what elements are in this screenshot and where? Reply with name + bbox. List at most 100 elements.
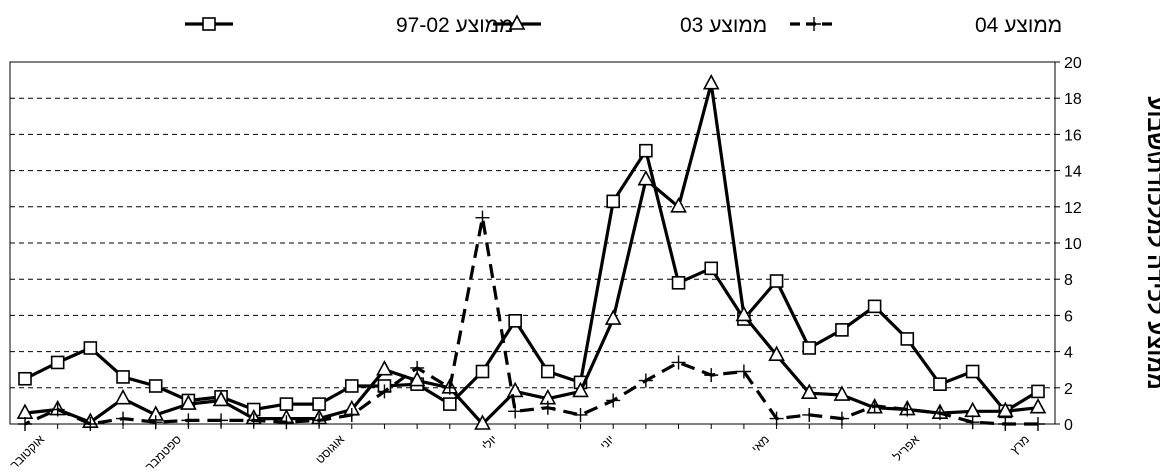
data-point-plus <box>475 210 490 225</box>
y-tick-label: 8 <box>1064 272 1073 289</box>
legend-label: ממוצע 03 <box>680 14 767 37</box>
data-point-square <box>769 274 784 288</box>
data-point-square <box>148 379 163 393</box>
series-plus <box>18 210 1045 431</box>
data-point-plus <box>807 17 821 31</box>
data-point-square <box>933 377 947 391</box>
data-point-plus <box>900 402 915 417</box>
legend-item: ממוצע 03 <box>493 14 767 37</box>
data-point-triangle <box>212 390 230 407</box>
y-tick-label: 12 <box>1064 200 1082 217</box>
series-group <box>16 74 1047 431</box>
data-point-square <box>344 379 359 393</box>
data-point-triangle <box>114 388 132 405</box>
y-axis-label: ממוצע לכידה למלכודת\שבוע <box>1143 96 1160 389</box>
data-point-triangle <box>768 345 785 362</box>
data-point-triangle <box>833 385 851 401</box>
gridlines <box>10 97 1055 389</box>
data-point-triangle <box>408 370 426 387</box>
data-point-triangle <box>572 381 589 398</box>
data-point-triangle <box>800 383 818 400</box>
data-point-square <box>83 341 98 355</box>
data-point-plus <box>834 411 849 426</box>
data-point-plus <box>573 407 588 422</box>
data-point-square <box>508 314 522 328</box>
data-point-plus <box>116 411 131 426</box>
data-point-plus <box>214 413 229 428</box>
y-axis: 0 2 4 6 8 10 12 14 16 18 20 <box>1055 55 1082 434</box>
series-line <box>24 149 1039 413</box>
x-month-label: אוגוסט <box>313 432 348 467</box>
data-point-plus <box>410 360 425 375</box>
x-month-label: יולי <box>479 432 500 453</box>
data-point-plus <box>181 413 196 428</box>
y-tick-label: 18 <box>1064 91 1082 108</box>
y-tick-label: 0 <box>1064 417 1073 434</box>
data-point-triangle <box>180 394 197 410</box>
x-axis: מרץ אפריל מאי יוני יולי אוגוסט ספטמבר אוקטובר <box>7 424 1039 474</box>
data-point-square <box>835 323 849 337</box>
data-point-square <box>965 364 980 379</box>
data-point-plus <box>344 407 359 422</box>
x-month-label: אפריל <box>890 432 922 464</box>
data-point-plus <box>442 380 457 395</box>
data-point-triangle <box>474 414 491 430</box>
data-point-plus <box>769 411 784 426</box>
data-point-plus <box>246 413 261 428</box>
data-point-plus <box>965 415 980 430</box>
data-point-triangle <box>637 169 655 186</box>
data-point-plus <box>704 368 719 383</box>
data-point-plus <box>802 407 817 422</box>
data-point-plus <box>540 400 555 415</box>
data-point-square <box>704 261 719 276</box>
data-point-triangle <box>996 401 1014 418</box>
data-point-square <box>1031 384 1045 399</box>
data-point-plus <box>867 398 882 413</box>
data-point-triangle <box>735 305 753 322</box>
data-point-plus <box>18 417 32 431</box>
data-point-square <box>312 397 326 411</box>
data-point-triangle <box>1029 398 1047 414</box>
series-triangle <box>16 74 1047 430</box>
data-point-square <box>116 370 130 384</box>
data-point-square <box>279 397 294 411</box>
data-point-plus <box>83 417 98 431</box>
y-tick-label: 20 <box>1064 55 1082 72</box>
data-point-triangle <box>506 381 524 398</box>
data-point-plus <box>671 355 686 370</box>
series-line <box>24 216 1038 426</box>
y-tick-label: 16 <box>1064 127 1082 144</box>
data-point-plus <box>1031 417 1045 431</box>
data-point-square <box>671 276 686 290</box>
data-point-square <box>18 371 32 386</box>
legend-label: ממוצע 04 <box>975 14 1062 37</box>
data-point-square <box>606 194 620 209</box>
data-point-triangle <box>376 360 393 376</box>
data-point-plus <box>279 415 294 430</box>
x-month-label: מאי <box>749 432 772 455</box>
data-point-plus <box>312 413 327 428</box>
data-point-triangle <box>604 309 622 325</box>
legend-item: ממוצע 04 <box>790 14 1062 37</box>
y-tick-label: 6 <box>1064 308 1073 325</box>
x-month-label: ספטמבר <box>143 432 185 474</box>
data-point-square <box>541 364 555 379</box>
data-point-triangle <box>702 74 720 90</box>
y-tick-label: 14 <box>1064 164 1082 181</box>
data-point-square <box>900 332 915 346</box>
x-month-label: מרץ <box>1008 432 1033 457</box>
y-tick-label: 2 <box>1064 381 1073 398</box>
data-point-plus <box>508 404 523 419</box>
data-point-square <box>475 364 490 379</box>
data-point-triangle <box>508 14 526 30</box>
data-point-plus <box>50 402 65 417</box>
data-point-triangle <box>670 197 687 213</box>
data-point-plus <box>998 417 1013 431</box>
x-month-label: אוקטובר <box>7 432 47 472</box>
data-point-square <box>639 143 653 158</box>
data-point-plus <box>932 406 947 421</box>
legend-item: ממוצע 97-02 <box>185 14 514 37</box>
data-point-plus <box>148 415 163 430</box>
y-tick-label: 4 <box>1064 345 1073 362</box>
